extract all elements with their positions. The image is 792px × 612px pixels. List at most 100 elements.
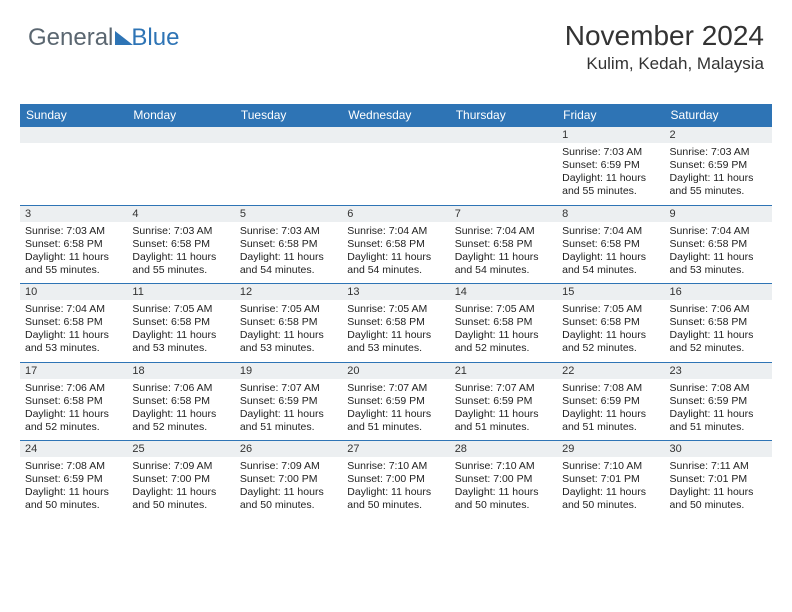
sunrise-text: Sunrise: 7:07 AM	[240, 382, 337, 395]
sunrise-text: Sunrise: 7:08 AM	[562, 382, 659, 395]
daylight-text: Daylight: 11 hours and 51 minutes.	[562, 408, 659, 434]
day-number: 6	[342, 206, 449, 222]
sunrise-text: Sunrise: 7:04 AM	[25, 303, 122, 316]
header: November 2024 Kulim, Kedah, Malaysia	[565, 20, 764, 74]
day-details: Sunrise: 7:09 AMSunset: 7:00 PMDaylight:…	[127, 457, 234, 519]
day-cell: 12Sunrise: 7:05 AMSunset: 6:58 PMDayligh…	[235, 284, 342, 363]
day-number	[127, 127, 234, 143]
day-number: 3	[20, 206, 127, 222]
sunrise-text: Sunrise: 7:06 AM	[670, 303, 767, 316]
sunrise-text: Sunrise: 7:03 AM	[670, 146, 767, 159]
day-number: 22	[557, 363, 664, 379]
day-details: Sunrise: 7:04 AMSunset: 6:58 PMDaylight:…	[20, 300, 127, 362]
day-header-row: SundayMondayTuesdayWednesdayThursdayFrid…	[20, 104, 772, 127]
day-cell: 19Sunrise: 7:07 AMSunset: 6:59 PMDayligh…	[235, 362, 342, 441]
day-number	[235, 127, 342, 143]
day-cell: 6Sunrise: 7:04 AMSunset: 6:58 PMDaylight…	[342, 205, 449, 284]
day-details: Sunrise: 7:10 AMSunset: 7:00 PMDaylight:…	[342, 457, 449, 519]
sunrise-text: Sunrise: 7:04 AM	[562, 225, 659, 238]
day-details: Sunrise: 7:08 AMSunset: 6:59 PMDaylight:…	[665, 379, 772, 441]
day-number: 28	[450, 441, 557, 457]
sunrise-text: Sunrise: 7:03 AM	[25, 225, 122, 238]
day-details: Sunrise: 7:03 AMSunset: 6:59 PMDaylight:…	[665, 143, 772, 205]
day-details: Sunrise: 7:05 AMSunset: 6:58 PMDaylight:…	[450, 300, 557, 362]
sunset-text: Sunset: 6:59 PM	[670, 159, 767, 172]
day-header-tuesday: Tuesday	[235, 104, 342, 127]
daylight-text: Daylight: 11 hours and 54 minutes.	[240, 251, 337, 277]
week-row: 17Sunrise: 7:06 AMSunset: 6:58 PMDayligh…	[20, 362, 772, 441]
daylight-text: Daylight: 11 hours and 54 minutes.	[455, 251, 552, 277]
day-number: 4	[127, 206, 234, 222]
day-number: 8	[557, 206, 664, 222]
sunset-text: Sunset: 6:59 PM	[670, 395, 767, 408]
day-number: 19	[235, 363, 342, 379]
day-number	[20, 127, 127, 143]
sunrise-text: Sunrise: 7:03 AM	[240, 225, 337, 238]
daylight-text: Daylight: 11 hours and 51 minutes.	[670, 408, 767, 434]
daylight-text: Daylight: 11 hours and 50 minutes.	[347, 486, 444, 512]
day-number: 23	[665, 363, 772, 379]
day-number: 14	[450, 284, 557, 300]
day-cell: 21Sunrise: 7:07 AMSunset: 6:59 PMDayligh…	[450, 362, 557, 441]
sunrise-text: Sunrise: 7:08 AM	[670, 382, 767, 395]
daylight-text: Daylight: 11 hours and 55 minutes.	[670, 172, 767, 198]
day-number: 21	[450, 363, 557, 379]
daylight-text: Daylight: 11 hours and 51 minutes.	[347, 408, 444, 434]
sunset-text: Sunset: 6:59 PM	[562, 159, 659, 172]
day-number: 25	[127, 441, 234, 457]
week-row: 1Sunrise: 7:03 AMSunset: 6:59 PMDaylight…	[20, 127, 772, 206]
day-details	[127, 143, 234, 201]
week-row: 3 Sunrise: 7:03 AM Sunset: 6:58 PM Daylight…	[20, 205, 772, 284]
day-cell: 25Sunrise: 7:09 AMSunset: 7:00 PMDayligh…	[127, 441, 234, 519]
day-number: 2	[665, 127, 772, 143]
sunset-text: Sunset: 6:59 PM	[25, 473, 122, 486]
sunset-text: Sunset: 7:01 PM	[670, 473, 767, 486]
sunset-text: Sunset: 7:01 PM	[562, 473, 659, 486]
day-details: Sunrise: 7:03 AMSunset: 6:59 PMDaylight:…	[557, 143, 664, 205]
sunset-text: Sunset: 7:00 PM	[240, 473, 337, 486]
daylight-text: Daylight: 11 hours and 53 minutes.	[347, 329, 444, 355]
daylight-text: Daylight: 11 hours and 55 minutes.	[132, 251, 229, 277]
day-number: 16	[665, 284, 772, 300]
daylight-text: Daylight: 11 hours and 51 minutes.	[455, 408, 552, 434]
day-details: Sunrise: 7:08 AMSunset: 6:59 PMDaylight:…	[20, 457, 127, 519]
day-details: Sunrise: 7:06 AMSunset: 6:58 PMDaylight:…	[20, 379, 127, 441]
daylight-text: Daylight: 11 hours and 52 minutes.	[562, 329, 659, 355]
sunrise-text: Sunrise: 7:04 AM	[670, 225, 767, 238]
day-details: Sunrise: 7:11 AMSunset: 7:01 PMDaylight:…	[665, 457, 772, 519]
daylight-text: Daylight: 11 hours and 50 minutes.	[132, 486, 229, 512]
sunset-text: Sunset: 6:58 PM	[347, 238, 444, 251]
sunset-text: Sunset: 6:58 PM	[25, 316, 122, 329]
week-row: 10Sunrise: 7:04 AMSunset: 6:58 PMDayligh…	[20, 284, 772, 363]
day-details: Sunrise: 7:07 AMSunset: 6:59 PMDaylight:…	[235, 379, 342, 441]
day-cell: 26Sunrise: 7:09 AMSunset: 7:00 PMDayligh…	[235, 441, 342, 519]
day-number: 5	[235, 206, 342, 222]
sunset-text: Sunset: 6:58 PM	[347, 316, 444, 329]
sunrise-text: Sunrise: 7:06 AM	[25, 382, 122, 395]
sunset-text: Sunset: 6:59 PM	[347, 395, 444, 408]
daylight-text: Daylight: 11 hours and 53 minutes.	[25, 329, 122, 355]
day-cell	[450, 127, 557, 206]
day-cell: 14Sunrise: 7:05 AMSunset: 6:58 PMDayligh…	[450, 284, 557, 363]
day-cell: 11Sunrise: 7:05 AMSunset: 6:58 PMDayligh…	[127, 284, 234, 363]
sunrise-text: Sunrise: 7:09 AM	[132, 460, 229, 473]
day-number: 29	[557, 441, 664, 457]
month-title: November 2024	[565, 20, 764, 52]
day-cell: 23Sunrise: 7:08 AMSunset: 6:59 PMDayligh…	[665, 362, 772, 441]
day-number: 10	[20, 284, 127, 300]
day-cell: 7Sunrise: 7:04 AMSunset: 6:58 PMDaylight…	[450, 205, 557, 284]
day-number: 12	[235, 284, 342, 300]
day-details: Sunrise: 7:05 AMSunset: 6:58 PMDaylight:…	[127, 300, 234, 362]
sunrise-text: Sunrise: 7:10 AM	[347, 460, 444, 473]
day-details: Sunrise: 7:04 AMSunset: 6:58 PMDaylight:…	[450, 222, 557, 284]
day-number: 7	[450, 206, 557, 222]
daylight-text: Daylight: 11 hours and 50 minutes.	[670, 486, 767, 512]
sunset-text: Sunset: 6:59 PM	[562, 395, 659, 408]
day-details: Sunrise: 7:05 AMSunset: 6:58 PMDaylight:…	[557, 300, 664, 362]
sunrise-text: Sunrise: 7:04 AM	[347, 225, 444, 238]
daylight-text: Daylight: 11 hours and 53 minutes.	[670, 251, 767, 277]
day-number: 11	[127, 284, 234, 300]
day-details: Sunrise: 7:04 AMSunset: 6:58 PMDaylight:…	[557, 222, 664, 284]
day-cell: 5Sunrise: 7:03 AMSunset: 6:58 PMDaylight…	[235, 205, 342, 284]
day-details: Sunrise: 7:05 AMSunset: 6:58 PMDaylight:…	[342, 300, 449, 362]
